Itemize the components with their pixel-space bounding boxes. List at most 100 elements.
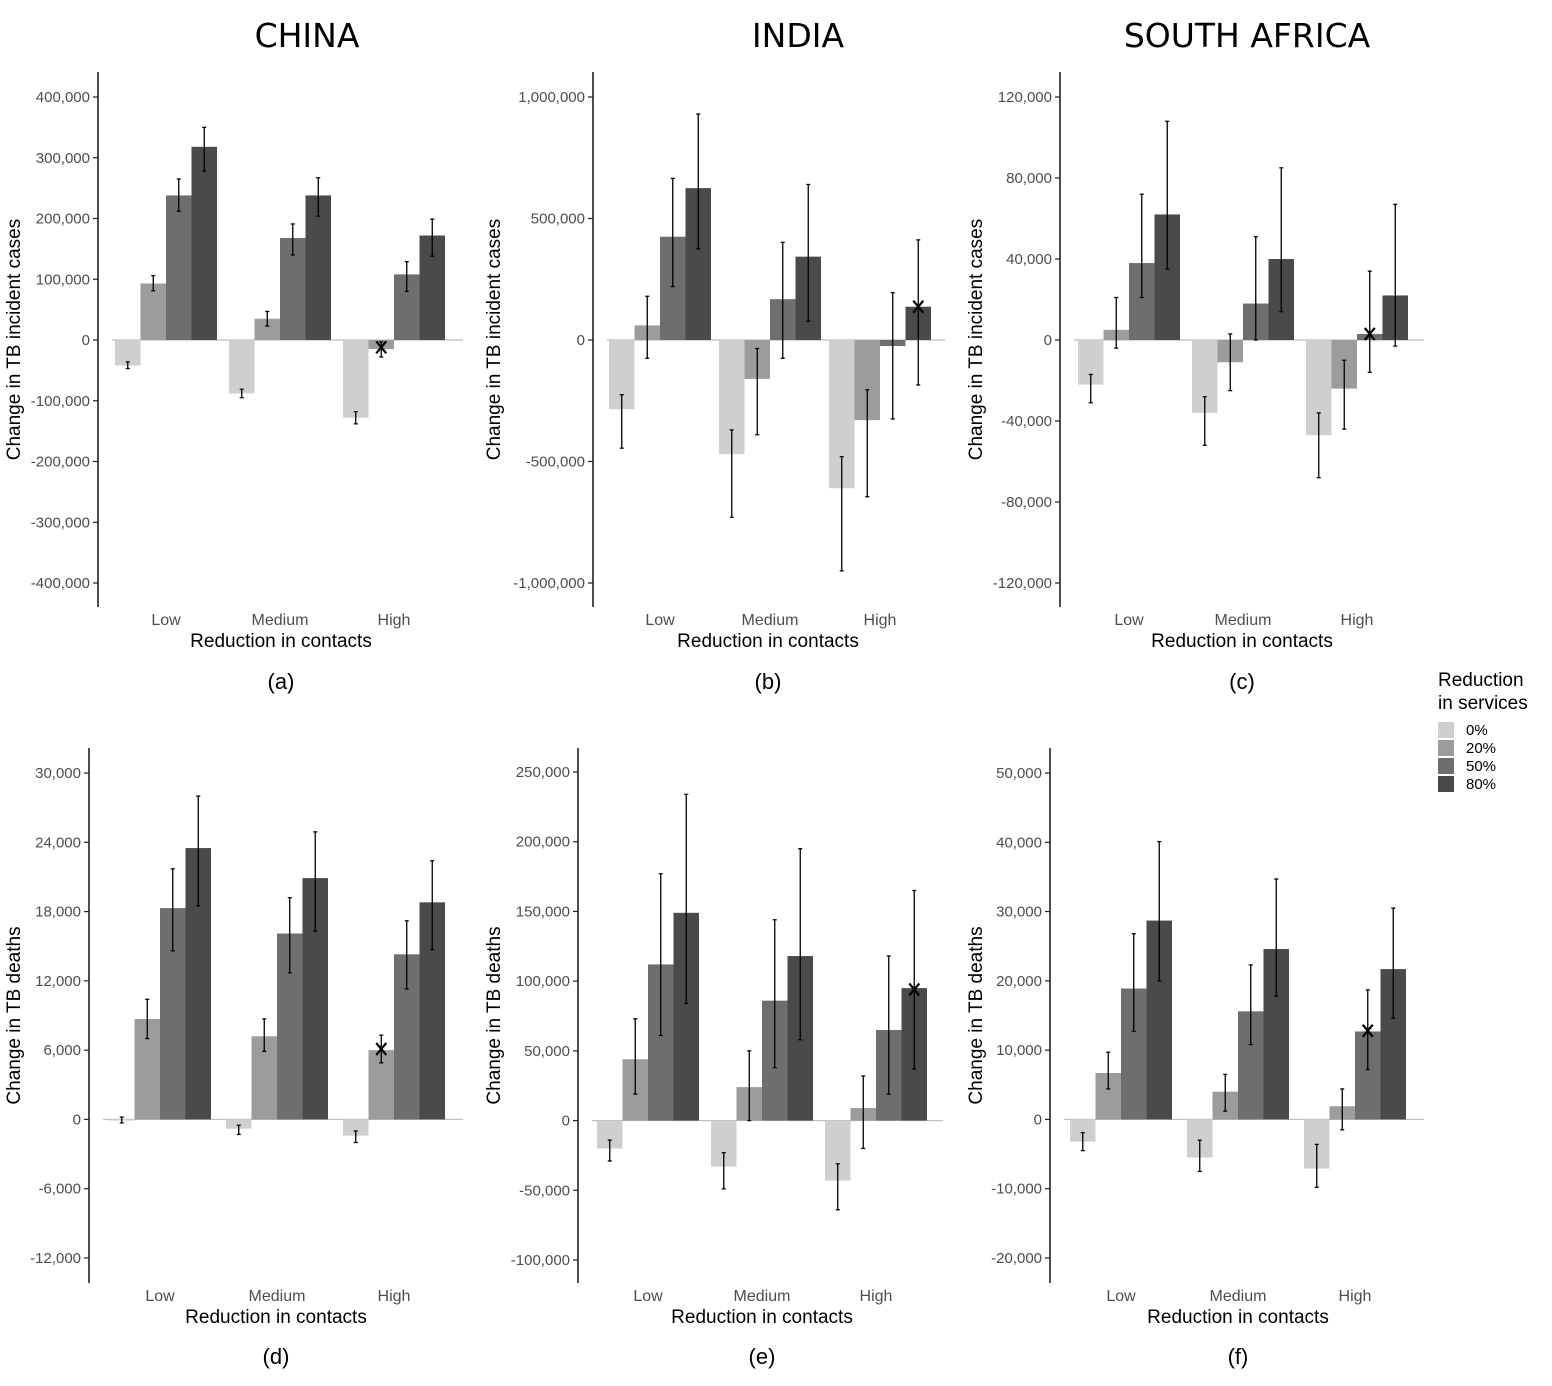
x-tick-label: High xyxy=(1341,612,1374,629)
error-bar xyxy=(1393,203,1398,347)
error-bar xyxy=(747,1050,752,1122)
error-bar xyxy=(1088,373,1093,404)
y-tick-label: 20,000 xyxy=(996,973,1042,990)
error-bar xyxy=(404,260,409,293)
error-bar xyxy=(1106,1051,1111,1090)
error-bar xyxy=(1202,396,1207,446)
legend-swatch-80 xyxy=(1438,776,1454,792)
error-bar xyxy=(916,239,921,386)
panel-label: (f) xyxy=(1228,1344,1249,1369)
y-tick-label: -50,000 xyxy=(519,1182,570,1199)
y-tick-label: 30,000 xyxy=(35,765,81,782)
x-tick-label: Low xyxy=(1106,1288,1136,1305)
error-bar xyxy=(176,178,181,212)
error-bar xyxy=(670,177,675,288)
country-title-india: INDIA xyxy=(752,16,845,55)
x-tick-label: Medium xyxy=(252,612,309,629)
error-bar xyxy=(262,1018,267,1052)
y-tick-label: 300,000 xyxy=(36,150,90,167)
bar-medium-0pct xyxy=(226,1119,252,1129)
x-axis-label: Reduction in contacts xyxy=(1147,1307,1329,1328)
y-axis-label: Change in TB deaths xyxy=(966,926,987,1104)
y-tick-label: 40,000 xyxy=(1006,251,1052,268)
legend-swatch-50 xyxy=(1438,758,1454,774)
error-bar xyxy=(1131,933,1136,1033)
error-bar xyxy=(1223,1073,1228,1112)
y-axis-label: Change in TB deaths xyxy=(484,926,505,1104)
bar-low-20pct xyxy=(140,283,166,340)
y-tick-label: -6,000 xyxy=(38,1181,81,1198)
y-tick-label: 18,000 xyxy=(35,904,81,921)
y-axis-label: Change in TB deaths xyxy=(4,926,25,1104)
y-tick-label: 30,000 xyxy=(996,904,1042,921)
error-bar xyxy=(633,1018,638,1095)
error-bar xyxy=(290,223,295,256)
error-bar xyxy=(236,1124,241,1136)
x-axis-label: Reduction in contacts xyxy=(671,1307,853,1328)
y-tick-label: 40,000 xyxy=(996,834,1042,851)
panel-e: -100,000 -50,000 0 50,000 100,000 150,000 200,… xyxy=(484,748,943,1369)
error-bar xyxy=(798,848,803,1041)
bar-low-0pct xyxy=(1070,1119,1096,1142)
error-bar xyxy=(645,295,650,359)
error-bar xyxy=(287,897,292,974)
y-tick-label: -300,000 xyxy=(31,514,90,531)
error-bar xyxy=(721,1151,726,1190)
y-axis-label: Change in TB incident cases xyxy=(484,219,505,461)
y-tick-label: -12,000 xyxy=(30,1250,81,1267)
panel-label: (c) xyxy=(1229,669,1255,694)
error-bar xyxy=(430,218,435,257)
error-bar xyxy=(125,361,130,370)
y-tick-label: -10,000 xyxy=(991,1181,1042,1198)
country-title-china: CHINA xyxy=(255,16,360,55)
x-tick-label: Low xyxy=(151,612,181,629)
error-bar xyxy=(1139,193,1144,299)
y-tick-label: 0 xyxy=(1034,1111,1042,1128)
y-tick-label: 12,000 xyxy=(35,973,81,990)
panel-a: -400,000 -300,000 -200,000 -100,000 0 100,000… xyxy=(4,72,463,694)
error-bar xyxy=(1080,1131,1085,1152)
x-tick-label: Medium xyxy=(1215,612,1272,629)
y-tick-label: 6,000 xyxy=(43,1042,81,1059)
error-bar xyxy=(839,455,844,572)
error-bar xyxy=(806,183,811,322)
y-tick-label: 80,000 xyxy=(1006,170,1052,187)
error-bar xyxy=(151,274,156,292)
x-tick-label: Low xyxy=(145,1288,175,1305)
panel-d: -12,000 -6,000 0 6,000 12,000 18,000 24,000 30,… xyxy=(4,748,463,1369)
x-tick-label: High xyxy=(378,612,411,629)
y-tick-label: -100,000 xyxy=(511,1252,570,1269)
error-bar xyxy=(835,1163,840,1211)
bar-medium-0pct xyxy=(229,340,255,394)
error-bar xyxy=(1367,270,1372,374)
y-tick-label: -120,000 xyxy=(993,575,1052,592)
error-bar xyxy=(1342,359,1347,430)
x-tick-label: High xyxy=(860,1288,893,1305)
error-bar xyxy=(780,241,785,359)
bar-high-0pct xyxy=(343,340,369,418)
y-tick-label: 0 xyxy=(73,1111,81,1128)
x-marker xyxy=(1361,1024,1374,1038)
y-tick-label: -100,000 xyxy=(31,393,90,410)
error-bar xyxy=(1157,840,1162,982)
error-bar xyxy=(1316,412,1321,479)
legend: Reduction in services 0% 20% 50% 80% xyxy=(1438,669,1548,793)
legend-item-0: 0% xyxy=(1438,721,1548,739)
y-tick-label: 250,000 xyxy=(516,764,570,781)
error-bar xyxy=(379,341,384,358)
error-bar xyxy=(1340,1088,1345,1131)
y-tick-label: 400,000 xyxy=(36,89,90,106)
legend-title-line2: in services xyxy=(1438,693,1528,714)
panel-c: -120,000 -80,000 -40,000 0 40,000 80,000 120,0… xyxy=(966,72,1424,694)
error-bar xyxy=(865,389,870,498)
error-bar xyxy=(239,388,244,399)
error-bar xyxy=(607,1139,612,1162)
error-bar xyxy=(729,429,734,519)
y-tick-label: -200,000 xyxy=(31,454,90,471)
error-bar xyxy=(772,919,777,1069)
panel-f: -20,000 -10,000 0 10,000 20,000 30,000 40,000 5… xyxy=(966,748,1424,1369)
y-tick-label: -1,000,000 xyxy=(513,575,585,592)
error-bar xyxy=(316,177,321,217)
error-bar xyxy=(1165,120,1170,270)
